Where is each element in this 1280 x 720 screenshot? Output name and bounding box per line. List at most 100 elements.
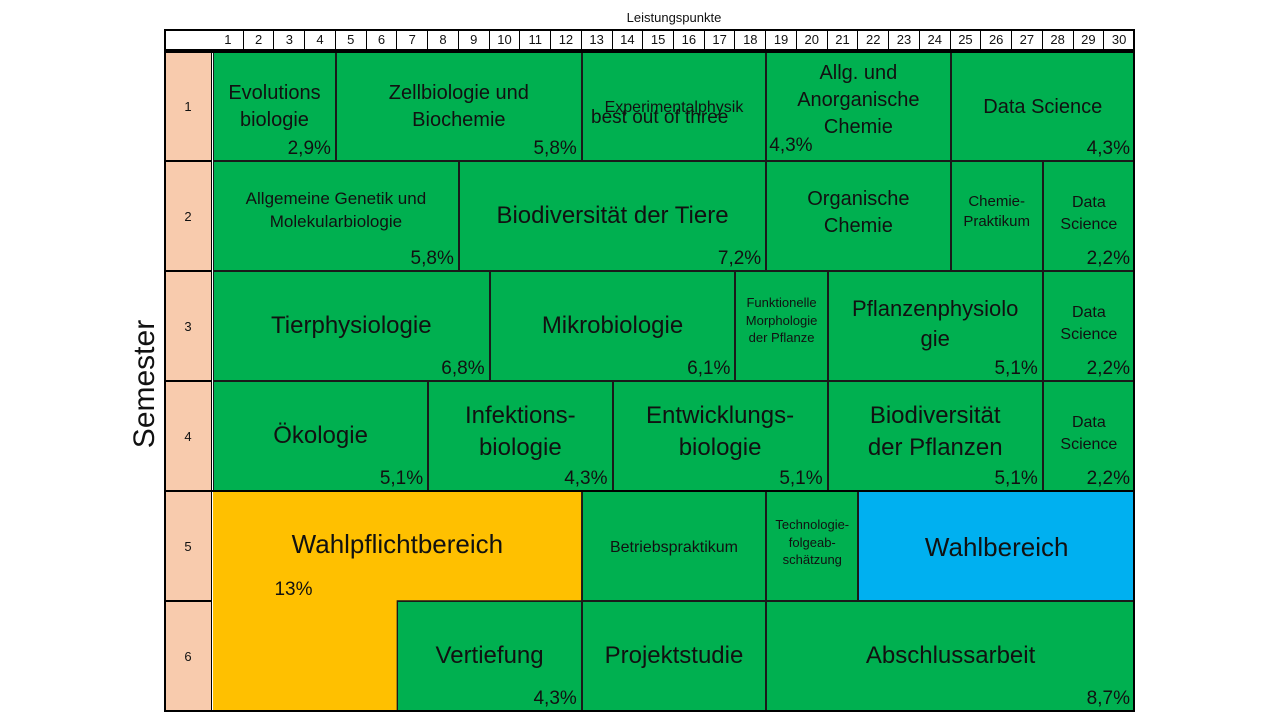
module-name: Pflanzenphysiolo gie — [852, 296, 1019, 351]
column-header: 7 — [397, 30, 429, 50]
module-name: Tierphysiologie — [271, 312, 432, 339]
column-header: 19 — [766, 30, 797, 50]
module-percent: 5,8% — [533, 138, 577, 159]
module-data-science: Data Science 2,2% — [1042, 161, 1135, 271]
module-name: Data Science — [1060, 194, 1118, 233]
module-name: Data Science — [1060, 304, 1118, 343]
module-percent: 4,3% — [533, 688, 577, 709]
column-header: 10 — [490, 30, 521, 50]
semester-divider — [164, 490, 1135, 492]
module-percent: 4,3% — [564, 468, 608, 489]
module-name: Biodiversität der Pflanzen — [867, 402, 1003, 462]
module-percent: 6,1% — [687, 358, 731, 379]
semester-label: 1 — [164, 51, 212, 161]
module-name: Data Science — [1060, 414, 1118, 453]
module-name: Allgemeine Genetik und Molekularbiologie — [245, 189, 427, 231]
module-abschlussarbeit: Abschlussarbeit 8,7% — [766, 601, 1135, 711]
column-header: 17 — [705, 30, 736, 50]
module-data-science: Data Science 2,2% — [1042, 271, 1135, 381]
column-header: 28 — [1043, 30, 1074, 50]
semester-label: 4 — [164, 381, 212, 491]
module-tierphysiologie: Tierphysiologie 6,8% — [213, 271, 490, 381]
module-name: Mikrobiologie — [541, 312, 684, 339]
module-biodiversität-der-pflanzen: Biodiversität der Pflanzen 5,1% — [827, 381, 1043, 491]
chart-title: Leistungspunkte — [626, 10, 722, 25]
column-header: 3 — [274, 30, 306, 50]
column-header: 27 — [1012, 30, 1043, 50]
module-allg-und-anorganische-chemie: Allg. und Anorganische Chemie — [766, 51, 951, 161]
module-betriebspraktikum: Betriebspraktikum — [581, 491, 767, 601]
column-header: 1 — [213, 30, 244, 50]
module-percent: 7,2% — [717, 248, 762, 269]
module-allgemeine-genetik-und-molekularbiologie: Allgemeine Genetik und Molekularbiologie… — [213, 161, 459, 271]
module-zellbiologie-und-biochemie: Zellbiologie und Biochemie 5,8% — [335, 51, 582, 161]
module-percent: 4,3% — [1086, 138, 1130, 159]
semester-label: 6 — [164, 601, 212, 711]
module-pflanzenphysiolo-gie: Pflanzenphysiolo gie 5,1% — [827, 271, 1043, 381]
module-name: Experimentalphysik — [604, 99, 744, 116]
module-mikrobiologie: Mikrobiologie 6,1% — [489, 271, 736, 381]
module-name: Entwicklungs- biologie — [646, 402, 795, 462]
module-percent: 5,1% — [994, 358, 1038, 379]
module-name: Infektions- biologie — [464, 402, 576, 462]
column-header: 16 — [674, 30, 705, 50]
annotation-note: 4,3% — [769, 135, 813, 156]
module-technologie-folgeab-schätzung: Technologie- folgeab- schätzung — [766, 491, 859, 601]
column-header: 23 — [889, 30, 920, 50]
module-name: Projektstudie — [604, 642, 744, 669]
column-header: 18 — [735, 30, 767, 50]
module-experimentalphysik: Experimentalphysik — [581, 51, 767, 161]
column-header: 11 — [520, 30, 552, 50]
semester-label: 3 — [164, 271, 212, 381]
column-header: 30 — [1104, 30, 1135, 50]
module-name: Funktionelle Morphologie der Pflanze — [745, 295, 818, 346]
column-header: 20 — [797, 30, 828, 50]
module-biodiversität-der-tiere: Biodiversität der Tiere 7,2% — [458, 161, 767, 271]
module-name: Biodiversität der Tiere — [496, 202, 729, 229]
module-name: Chemie- Praktikum — [963, 193, 1031, 231]
module-name: Organische Chemie — [807, 188, 910, 237]
column-header: 14 — [613, 30, 644, 50]
column-header: 24 — [920, 30, 951, 50]
module-name: Evolutions biologie — [228, 82, 321, 131]
module-name: Wahlbereich — [924, 532, 1069, 562]
module-wahlpflichtbereich-bottom — [213, 601, 398, 711]
module-percent: 2,2% — [1086, 248, 1130, 269]
column-header: 13 — [582, 30, 613, 50]
module-name: Technologie- folgeab- schätzung — [775, 517, 850, 568]
column-header: 15 — [643, 30, 674, 50]
module-percent: 5,1% — [779, 468, 823, 489]
column-header: 29 — [1074, 30, 1105, 50]
semester-label: 5 — [164, 491, 212, 601]
module-chemie-praktikum: Chemie- Praktikum — [950, 161, 1043, 271]
column-header: 4 — [305, 30, 336, 50]
module-name: Allg. und Anorganische Chemie — [797, 62, 920, 138]
module-percent: 6,8% — [441, 358, 485, 379]
module-name: Data Science — [983, 96, 1103, 118]
column-header: 5 — [336, 30, 367, 50]
module-percent: 2,9% — [287, 138, 331, 159]
wahlpflicht-percent: 13% — [274, 579, 313, 600]
module-projektstudie: Projektstudie — [581, 601, 767, 711]
module-data-science: Data Science 4,3% — [950, 51, 1135, 161]
semester-label: 2 — [164, 161, 212, 271]
module-name: Betriebspraktikum — [609, 539, 738, 556]
module-percent: 8,7% — [1086, 688, 1130, 709]
module-percent: 2,2% — [1086, 358, 1130, 379]
column-header: 2 — [244, 30, 275, 50]
module-percent: 2,2% — [1086, 468, 1130, 489]
column-header: 12 — [551, 30, 582, 50]
module-percent: 5,1% — [379, 468, 424, 489]
module-name: Abschlussarbeit — [865, 642, 1036, 669]
module-percent: 5,8% — [410, 248, 454, 269]
column-header: 6 — [367, 30, 398, 50]
column-header: 9 — [459, 30, 490, 50]
annotation-note: best out of three — [591, 107, 729, 128]
column-header: 25 — [951, 30, 982, 50]
module-funktionelle-morphologie-der-pflanze: Funktionelle Morphologie der Pflanze — [735, 271, 828, 381]
column-header: 21 — [828, 30, 859, 50]
module-name: Ökologie — [273, 422, 368, 449]
column-header: 26 — [981, 30, 1013, 50]
module-wahlbereich: Wahlbereich — [858, 491, 1135, 601]
